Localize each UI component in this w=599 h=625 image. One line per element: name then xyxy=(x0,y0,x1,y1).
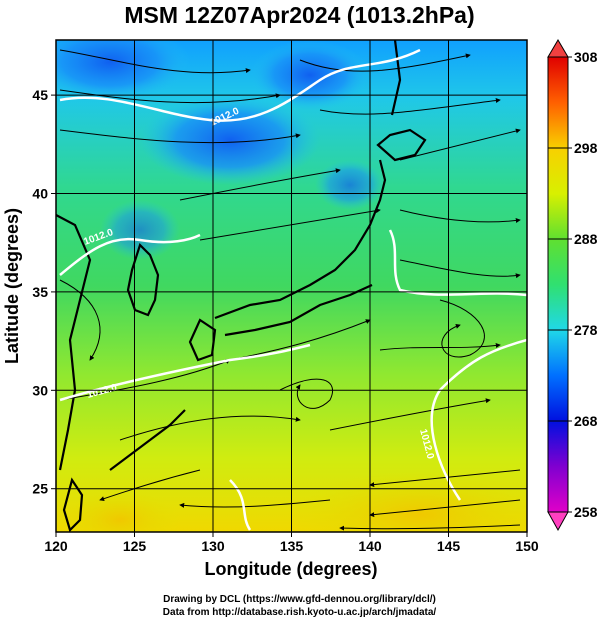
streamline xyxy=(59,49,251,74)
y-tick-label: 40 xyxy=(32,186,48,202)
streamline xyxy=(319,98,501,115)
korea-coast xyxy=(126,242,160,317)
colorbar-tick-label: 278 xyxy=(574,322,598,338)
x-tick-label: 140 xyxy=(358,538,382,554)
streamline xyxy=(369,499,521,518)
x-tick-label: 145 xyxy=(437,538,461,554)
colorbar: 258 268 278 288 298 308 xyxy=(547,39,598,532)
y-tick-label: 25 xyxy=(32,481,48,497)
colorbar-bottom-arrow xyxy=(547,511,569,532)
colorbar-tick-label: 288 xyxy=(574,231,598,247)
streamline xyxy=(399,128,521,161)
x-axis-ticks: 120 125 130 135 140 145 150 xyxy=(44,532,539,554)
y-tick-label: 45 xyxy=(32,87,48,103)
x-tick-label: 125 xyxy=(123,538,147,554)
streamline xyxy=(199,208,381,241)
taiwan-coast xyxy=(62,477,84,532)
sakhalin-coast xyxy=(390,40,402,116)
credits: Drawing by DCL (https://www.gfd-dennou.o… xyxy=(0,593,599,619)
streamline xyxy=(299,53,471,72)
honshu-south-coast xyxy=(224,283,373,337)
isobar-line xyxy=(388,229,527,297)
credit-line-2: Data from http://database.rish.kyoto-u.a… xyxy=(162,607,437,618)
china-coast xyxy=(56,214,92,471)
honshu-coast xyxy=(214,159,387,320)
map-title: MSM 12Z07Apr2024 (1013.2hPa) xyxy=(124,2,475,28)
streamline xyxy=(399,259,521,279)
colorbar-tick-label: 268 xyxy=(574,413,598,429)
streamline xyxy=(369,469,521,488)
lat-lon-grid xyxy=(56,40,527,532)
isobar-line xyxy=(59,233,201,276)
streamline xyxy=(59,89,281,104)
ryukyu-islands xyxy=(109,409,186,471)
x-tick-label: 130 xyxy=(201,538,225,554)
x-tick-label: 150 xyxy=(515,538,539,554)
credit-line-1: Drawing by DCL (https://www.gfd-dennou.o… xyxy=(163,594,436,605)
streamline xyxy=(339,524,521,531)
x-tick-label: 135 xyxy=(280,538,304,554)
temperature-field xyxy=(56,40,527,532)
streamline xyxy=(179,168,341,201)
streamline xyxy=(399,209,521,223)
isobar-line xyxy=(59,48,421,122)
streamline xyxy=(119,415,301,441)
y-axis-label: Latitude (degrees) xyxy=(2,208,22,364)
y-tick-label: 35 xyxy=(32,284,48,300)
streamline xyxy=(179,499,331,508)
coastlines xyxy=(56,40,427,532)
streamline xyxy=(439,299,485,358)
isobar-line xyxy=(229,479,252,531)
colorbar-top-arrow xyxy=(547,39,569,58)
streamline xyxy=(59,279,101,361)
streamline xyxy=(99,469,201,502)
colorbar-tick-label: 298 xyxy=(574,140,598,156)
hokkaido-coast xyxy=(376,128,427,162)
streamline xyxy=(59,359,231,401)
colorbar-gradient xyxy=(547,56,569,513)
streamline xyxy=(279,378,333,409)
colorbar-tick-label: 308 xyxy=(574,49,598,65)
streamline xyxy=(329,398,491,431)
isobar-line xyxy=(59,343,311,402)
y-tick-label: 30 xyxy=(32,382,48,398)
streamline xyxy=(379,343,501,351)
streamline xyxy=(59,129,301,144)
x-axis-label: Longitude (degrees) xyxy=(204,559,377,579)
y-axis-ticks: 25 30 35 40 45 xyxy=(32,87,56,497)
colorbar-tick-label: 258 xyxy=(574,504,598,520)
x-tick-label: 120 xyxy=(44,538,68,554)
